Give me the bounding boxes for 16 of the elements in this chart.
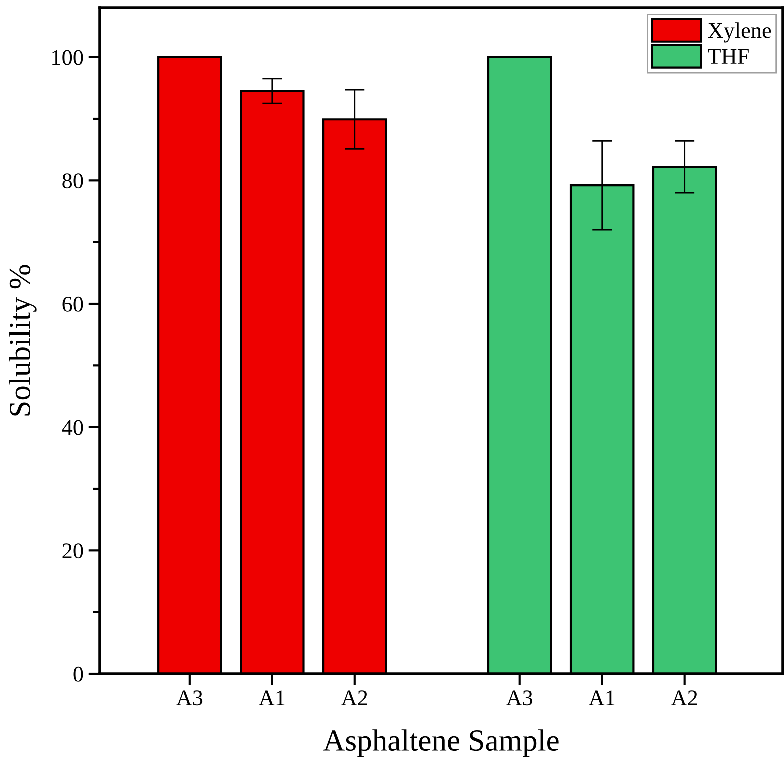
x-axis-title: Asphaltene Sample bbox=[323, 730, 559, 758]
y-tick-label: 100 bbox=[52, 50, 84, 66]
y-tick-label: 0 bbox=[74, 666, 84, 682]
y-tick-label: 60 bbox=[62, 296, 84, 312]
y-tick-label: 20 bbox=[62, 544, 84, 559]
y-axis-title: Solubility % bbox=[9, 265, 37, 416]
y-tick-label: 80 bbox=[62, 174, 84, 189]
x-tick-label: A2 bbox=[342, 690, 368, 706]
x-tick-label: A3 bbox=[176, 690, 203, 706]
x-tick-label: A2 bbox=[671, 690, 698, 706]
x-tick-label: A1 bbox=[588, 690, 615, 706]
legend-label: THF bbox=[708, 49, 749, 64]
x-tick-label: A1 bbox=[259, 690, 285, 706]
legend-label: Xylene bbox=[708, 22, 772, 43]
y-tick-label: 40 bbox=[62, 420, 84, 436]
x-tick-label: A3 bbox=[506, 690, 533, 706]
